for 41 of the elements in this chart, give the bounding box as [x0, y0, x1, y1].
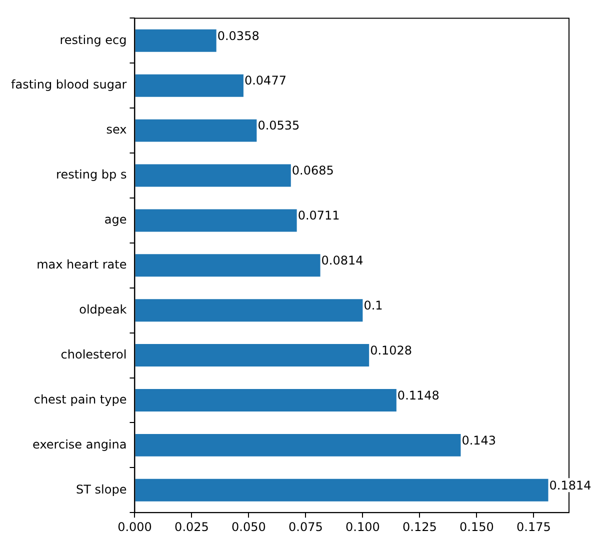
x-tick-label: 0.000: [118, 520, 152, 534]
x-tick-label: 0.150: [459, 520, 494, 534]
bar: [135, 478, 548, 502]
x-tick-label: 0.050: [232, 520, 266, 534]
y-tick-label: fasting blood sugar: [11, 78, 127, 92]
data-label: 0.0358: [217, 28, 260, 43]
data-label: 0.0711: [298, 208, 340, 223]
y-tick-label: exercise angina: [32, 437, 127, 452]
data-label: 0.0814: [321, 254, 364, 268]
data-label: 0.143: [462, 433, 496, 448]
y-tick-label: age: [104, 212, 127, 227]
bar: [135, 74, 244, 97]
data-label: 0.1814: [549, 478, 592, 492]
data-label: 0.1028: [370, 343, 412, 358]
data-label: 0.1148: [397, 388, 440, 402]
data-label: 0.1: [364, 298, 383, 312]
y-tick-label: cholesterol: [60, 347, 127, 362]
y-tick-label: max heart rate: [36, 258, 127, 272]
x-tick-label: 0.025: [174, 520, 209, 534]
x-tick-label: 0.175: [516, 520, 551, 534]
bar: [135, 434, 461, 456]
bar: [135, 344, 370, 367]
bar: [135, 29, 216, 52]
bar: [135, 254, 320, 277]
data-label: 0.0477: [244, 74, 286, 88]
y-tick-label: resting bp s: [56, 168, 127, 182]
bar: [135, 164, 291, 187]
y-tick-label: resting ecg: [60, 32, 127, 47]
data-label: 0.0535: [258, 118, 300, 133]
data-label: 0.0685: [292, 164, 334, 178]
bar: [135, 389, 396, 412]
y-tick-label: sex: [106, 122, 127, 137]
y-tick-label: ST slope: [76, 482, 127, 496]
x-tick-label: 0.075: [288, 520, 323, 534]
bar: [135, 209, 297, 232]
bar: [135, 119, 257, 142]
bar: [135, 299, 363, 322]
y-tick-label: chest pain type: [34, 392, 127, 406]
x-tick-label: 0.125: [402, 520, 437, 534]
y-tick-label: oldpeak: [79, 302, 127, 316]
x-tick-label: 0.100: [346, 520, 380, 534]
